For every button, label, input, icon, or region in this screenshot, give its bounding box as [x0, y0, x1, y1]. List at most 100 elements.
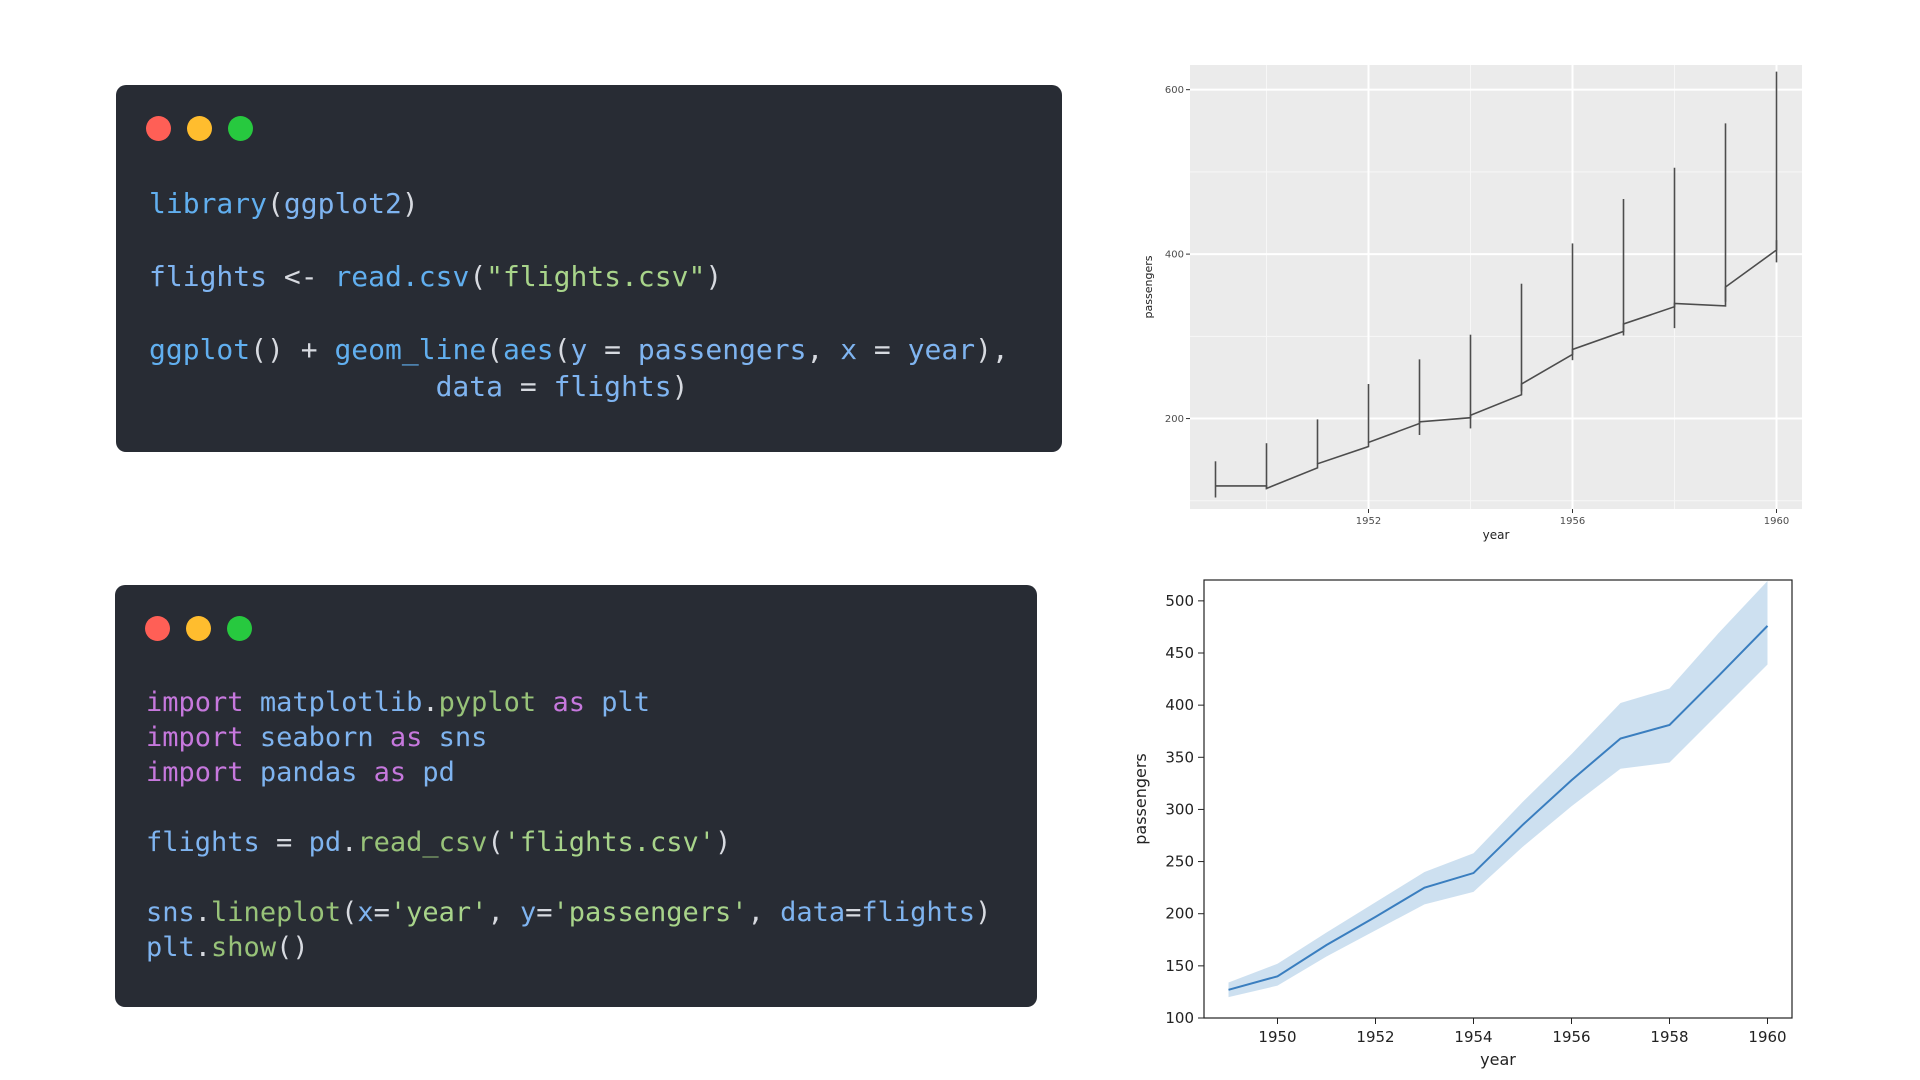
code-token: [536, 687, 552, 718]
code-token: (: [341, 897, 358, 928]
code-line: data = flights): [149, 369, 1009, 406]
code-line: [146, 860, 991, 895]
code-token: .: [194, 897, 212, 928]
y-tick-label: 100: [1165, 1009, 1194, 1027]
r-code-window: library(ggplot2) flights <- read.csv("fl…: [116, 85, 1062, 452]
code-line: flights <- read.csv("flights.csv"): [149, 259, 1009, 296]
code-token: [374, 722, 390, 753]
code-token: year: [907, 333, 976, 366]
python-code-window: import matplotlib.pyplot as plt import se…: [115, 585, 1037, 1007]
code-token: read_csv: [357, 827, 488, 858]
code-token: =: [857, 333, 908, 366]
code-token: (: [487, 827, 504, 858]
y-tick-label: 150: [1165, 957, 1194, 975]
code-line: library(ggplot2): [149, 186, 1009, 223]
code-token: =: [259, 827, 309, 858]
code-token: as: [552, 687, 585, 718]
code-token: =: [845, 897, 862, 928]
y-axis-label: passengers: [1142, 255, 1155, 318]
seaborn-line-chart: 1950 1952 1954 1956 1958 1960 100 150 200 250 300 3…: [1131, 579, 1793, 1069]
code-token: import: [146, 687, 244, 718]
x-axis-label: year: [1483, 528, 1510, 542]
code-token: flights: [861, 897, 976, 928]
code-token: [422, 722, 438, 753]
plot-panel: [1190, 65, 1802, 509]
code-token: sns: [146, 897, 195, 928]
x-tick-label: 1954: [1454, 1028, 1492, 1046]
code-token: .: [422, 687, 439, 718]
code-line: ggplot() + geom_line(aes(y = passengers,…: [149, 332, 1009, 369]
code-line: import seaborn as sns: [146, 720, 991, 755]
code-line: plt.show(): [146, 930, 991, 965]
y-tick-label: 400: [1165, 696, 1194, 714]
code-token: =: [503, 369, 554, 403]
code-token: [406, 757, 422, 788]
code-token: [244, 757, 260, 788]
code-token: y: [519, 897, 537, 928]
code-token: data: [435, 369, 504, 403]
code-token: show: [211, 932, 277, 963]
x-tick-label: 1952: [1356, 516, 1381, 527]
code-token: pd: [422, 757, 455, 788]
x-tick-label: 1956: [1552, 1028, 1590, 1046]
code-token: (: [486, 333, 504, 366]
minimize-dot-icon: [187, 116, 212, 141]
code-token: pandas: [259, 757, 358, 788]
x-tick-label: 1960: [1764, 516, 1789, 527]
maximize-dot-icon: [228, 116, 253, 141]
code-token: pyplot: [438, 687, 537, 718]
code-token: ggplot: [149, 333, 251, 366]
code-token: import: [146, 722, 244, 753]
code-token: ggplot2: [283, 187, 402, 220]
code-token: [244, 687, 260, 718]
x-tick-label: 1956: [1560, 516, 1585, 527]
series-line: [1228, 625, 1769, 991]
code-token: [149, 370, 436, 403]
code-token: ,: [747, 897, 781, 928]
ggplot-line-chart: 1952 1956 1960 200 400 600 year passengers: [1142, 65, 1802, 542]
code-token: ),: [975, 333, 1009, 366]
code-token: ,: [487, 897, 520, 928]
code-token: ): [975, 897, 992, 928]
code-token: (: [469, 260, 487, 293]
code-token: as: [389, 722, 423, 753]
code-token: ): [715, 827, 732, 858]
code-token: library: [149, 187, 268, 220]
code-line: [146, 790, 991, 825]
code-token: ): [705, 260, 723, 293]
code-token: [244, 722, 260, 753]
code-token: () +: [250, 333, 335, 366]
x-tick-label: 1958: [1650, 1028, 1688, 1046]
code-token: <-: [267, 260, 335, 293]
code-token: =: [536, 897, 553, 928]
y-tick-label: 200: [1165, 905, 1194, 923]
code-token: lineplot: [211, 897, 342, 928]
y-tick-label: 500: [1165, 592, 1194, 610]
x-tick-label: 1960: [1748, 1028, 1786, 1046]
code-token: (): [276, 932, 309, 963]
code-token: import: [146, 757, 244, 788]
code-token: as: [373, 757, 407, 788]
code-line: flights = pd.read_csv('flights.csv'): [146, 825, 991, 860]
x-tick-label: 1952: [1356, 1028, 1394, 1046]
code-line: import matplotlib.pyplot as plt: [146, 685, 991, 720]
code-token: sns: [438, 722, 488, 753]
code-token: x: [840, 333, 858, 366]
code-token: flights: [553, 369, 672, 403]
code-line: sns.lineplot(x='year', y='passengers', d…: [146, 895, 991, 930]
code-token: ,: [806, 333, 841, 366]
code-token: "flights.csv": [486, 260, 706, 293]
plot-frame: [1203, 579, 1793, 1019]
code-token: .: [194, 932, 212, 963]
y-tick-label: 200: [1165, 414, 1184, 425]
code-token: y: [570, 333, 588, 366]
code-token: aes: [503, 333, 554, 366]
y-tick-label: 350: [1165, 748, 1194, 766]
code-token: plt: [146, 932, 195, 963]
code-token: (: [267, 187, 284, 220]
minimize-dot-icon: [186, 616, 211, 641]
maximize-dot-icon: [227, 616, 252, 641]
code-token: plt: [601, 687, 651, 718]
code-token: data: [780, 897, 846, 928]
code-token: =: [587, 333, 638, 366]
